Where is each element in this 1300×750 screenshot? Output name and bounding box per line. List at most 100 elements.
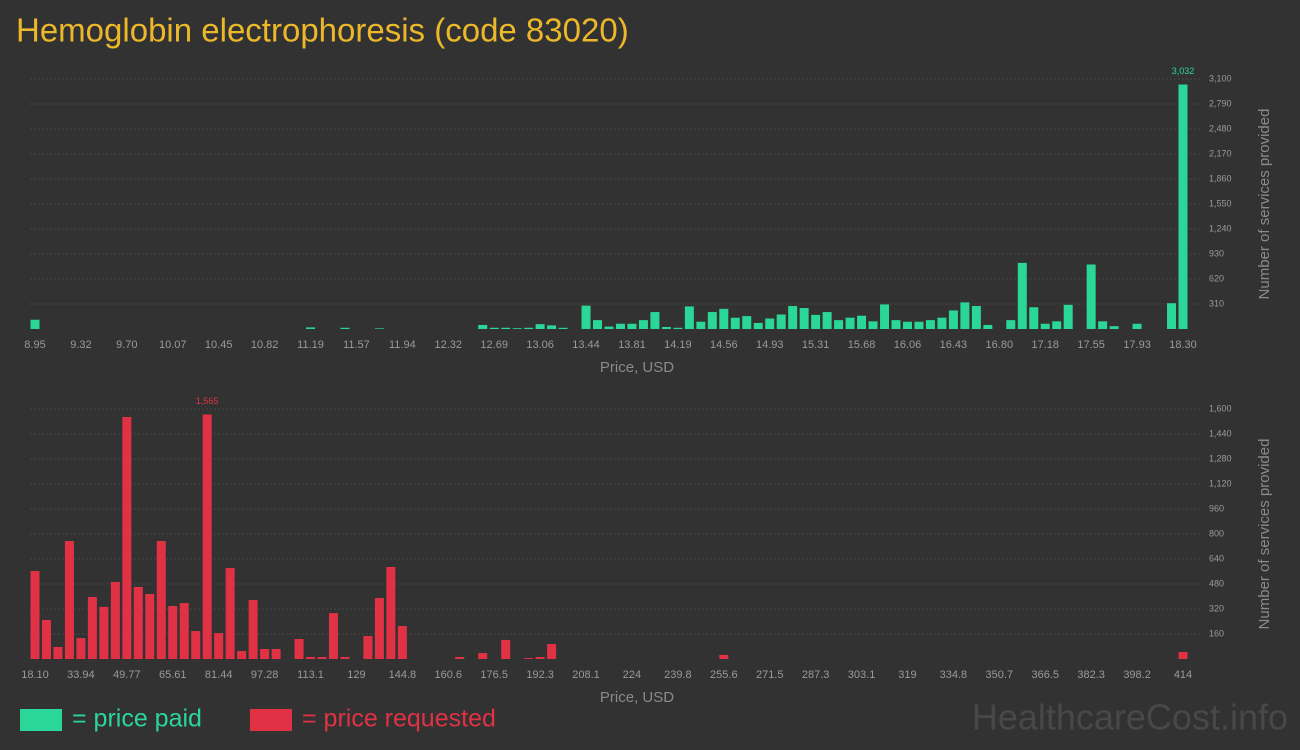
value-label: 3,032	[1172, 66, 1195, 76]
bar	[501, 639, 511, 659]
bar	[673, 327, 683, 329]
bar	[179, 603, 189, 659]
x-tick-label: 239.8	[664, 669, 692, 681]
x-tick-label: 16.80	[986, 339, 1014, 351]
y-tick-label: 2,170	[1209, 148, 1232, 158]
y-tick-label: 930	[1209, 248, 1224, 258]
y-tick-label: 480	[1209, 578, 1224, 588]
bar	[340, 656, 350, 659]
x-tick-label: 303.1	[848, 669, 876, 681]
bar	[260, 649, 270, 659]
x-tick-label: 81.44	[205, 669, 233, 681]
x-tick-label: 16.43	[940, 339, 968, 351]
bar	[719, 654, 729, 659]
bar	[237, 651, 247, 659]
y-tick-label: 1,440	[1209, 428, 1232, 438]
bar	[1178, 651, 1188, 659]
x-tick-label: 18.30	[1169, 339, 1197, 351]
bar	[638, 320, 648, 329]
y-tick-label: 800	[1209, 528, 1224, 538]
bar	[547, 325, 557, 329]
legend-label: = price paid	[72, 705, 202, 733]
bar	[363, 636, 373, 659]
x-tick-label: 144.8	[389, 669, 417, 681]
bar	[156, 541, 166, 659]
bar	[650, 312, 660, 329]
x-tick-label: 255.6	[710, 669, 738, 681]
legend-swatch	[250, 709, 292, 731]
bar	[168, 606, 178, 659]
x-tick-label: 129	[347, 669, 365, 681]
y-axis-title: Number of services provided	[1256, 109, 1273, 300]
y-axis-title: Number of services provided	[1256, 439, 1273, 630]
bar	[306, 327, 316, 329]
bar	[1017, 262, 1027, 329]
bar	[512, 328, 522, 329]
page-title: Hemoglobin electrophoresis (code 83020)	[16, 12, 629, 49]
x-axis-title: Price, USD	[600, 359, 674, 376]
x-tick-label: 287.3	[802, 669, 830, 681]
x-tick-label: 15.31	[802, 339, 830, 351]
bar	[1029, 307, 1039, 329]
bar	[707, 312, 717, 329]
x-tick-label: 398.2	[1123, 669, 1151, 681]
bar	[535, 656, 545, 659]
bar	[99, 606, 109, 659]
y-tick-label: 3,100	[1209, 73, 1232, 83]
y-tick-label: 1,860	[1209, 173, 1232, 183]
x-tick-label: 18.10	[21, 669, 49, 681]
x-tick-label: 9.70	[116, 339, 137, 351]
bar	[1086, 264, 1096, 329]
bar	[1006, 320, 1016, 329]
bar	[191, 631, 201, 659]
bar	[374, 598, 384, 659]
x-tick-label: 17.55	[1077, 339, 1105, 351]
bar	[1063, 304, 1073, 329]
bar	[524, 658, 534, 659]
y-tick-label: 1,240	[1209, 223, 1232, 233]
x-axis-title: Price, USD	[600, 689, 674, 706]
bar	[1109, 326, 1119, 329]
bar	[478, 653, 488, 659]
bar	[983, 324, 993, 329]
x-tick-label: 160.6	[435, 669, 463, 681]
bar	[730, 317, 740, 329]
bar	[615, 323, 625, 329]
bar	[145, 594, 155, 659]
bar	[455, 656, 465, 659]
bar	[535, 324, 545, 329]
x-tick-label: 11.57	[343, 339, 370, 351]
bar	[593, 320, 603, 329]
x-tick-label: 382.3	[1077, 669, 1105, 681]
bar	[110, 581, 120, 659]
bar	[960, 302, 970, 329]
bar	[30, 319, 40, 329]
x-tick-label: 10.07	[159, 339, 187, 351]
bar	[294, 639, 304, 659]
bar	[340, 327, 350, 329]
x-tick-label: 10.82	[251, 339, 279, 351]
bar	[41, 619, 51, 659]
bar	[317, 656, 327, 659]
bar	[1167, 303, 1177, 329]
bar	[87, 596, 97, 659]
bar	[834, 320, 844, 329]
bar	[811, 314, 821, 329]
bar	[225, 568, 235, 659]
bar	[868, 321, 878, 329]
y-tick-label: 160	[1209, 628, 1224, 638]
bar	[937, 317, 947, 329]
y-tick-label: 2,790	[1209, 98, 1232, 108]
x-tick-label: 176.5	[480, 669, 508, 681]
bar	[202, 414, 212, 659]
bar	[1132, 323, 1142, 329]
bar	[501, 327, 511, 329]
y-tick-label: 960	[1209, 503, 1224, 513]
x-tick-label: 9.32	[70, 339, 91, 351]
bar	[971, 306, 981, 329]
bar	[64, 541, 74, 659]
bar	[271, 649, 281, 659]
x-tick-label: 350.7	[986, 669, 1014, 681]
y-tick-label: 1,280	[1209, 453, 1232, 463]
